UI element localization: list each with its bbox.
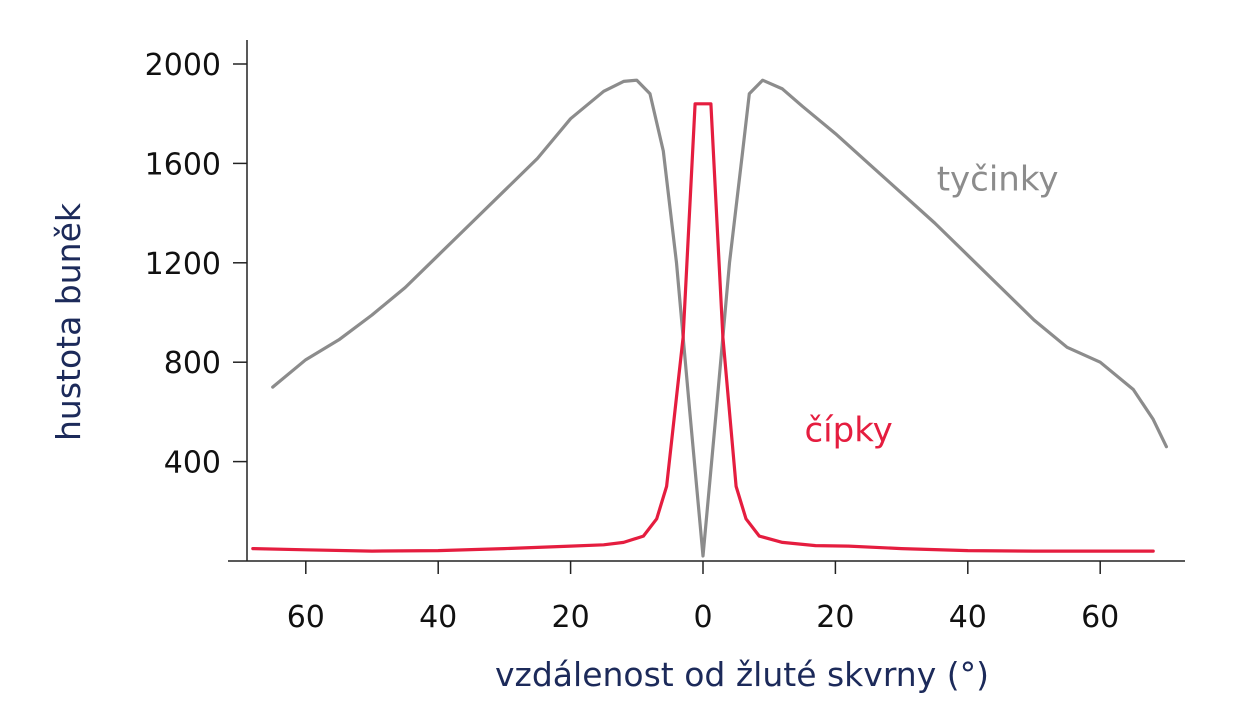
- series-label-cones: čípky: [804, 411, 892, 451]
- x-axis-title: vzdálenost od žluté skvrny (°): [495, 655, 989, 694]
- series-label-rods: tyčinky: [937, 160, 1059, 200]
- x-tick-label: 0: [693, 600, 712, 635]
- y-tick-label: 800: [164, 346, 221, 381]
- x-tick-label: 20: [552, 600, 590, 635]
- y-tick-label: 1200: [145, 247, 221, 282]
- x-tick-label: 60: [287, 600, 325, 635]
- x-tick-label: 60: [1081, 600, 1119, 635]
- x-tick-label: 20: [816, 600, 854, 635]
- axes: 400 800 1200 1600 2000 60 40 20 0 20 40 60: [145, 40, 1185, 635]
- y-axis-title: hustota buněk: [49, 202, 88, 441]
- series-line-rods: [271, 78, 1168, 558]
- series-layer: tyčinky čípky: [251, 78, 1168, 558]
- y-tick-label: 2000: [145, 48, 221, 83]
- series-line-cones: [251, 102, 1155, 553]
- y-tick-label: 1600: [145, 147, 221, 182]
- y-tick-label: 400: [164, 446, 221, 481]
- x-tick-label: 40: [949, 600, 987, 635]
- x-tick-label: 40: [419, 600, 457, 635]
